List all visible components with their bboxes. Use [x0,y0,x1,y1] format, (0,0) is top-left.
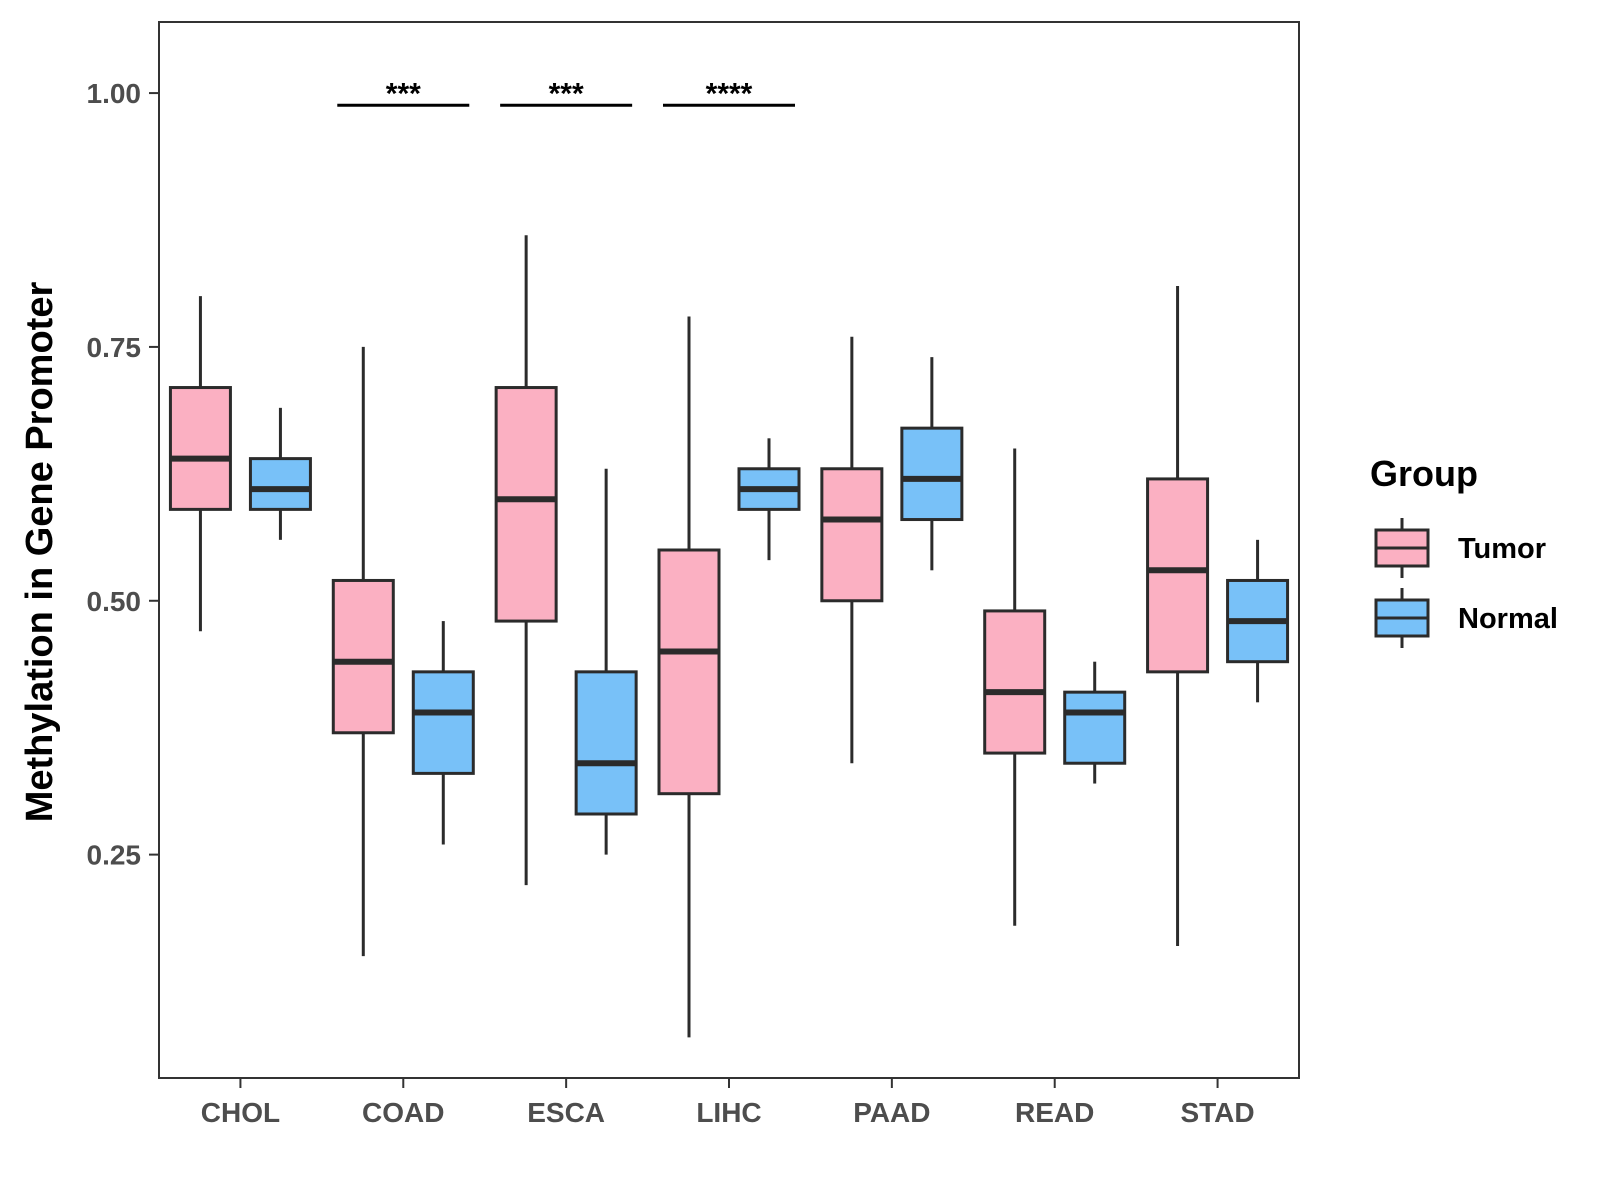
significance-label: **** [706,77,753,110]
box-normal-esca [574,468,638,855]
y-tick-label: 0.75 [87,332,142,363]
box-tumor-stad [1146,286,1210,946]
box-tumor-read [983,448,1047,926]
legend-label: Tumor [1458,533,1546,565]
y-tick-label: 1.00 [87,78,142,109]
box-body [1063,690,1127,765]
box-normal-read [1063,661,1127,784]
legend-label: Normal [1458,603,1558,635]
significance-label: *** [386,77,421,110]
box-body [168,386,232,511]
box-body [574,670,638,816]
box-body [820,467,884,603]
box-body [1146,477,1210,674]
x-tick-label: CHOL [201,1097,280,1128]
box-body [411,670,475,775]
x-tick-label: COAD [362,1097,444,1128]
box-body [248,457,312,511]
box-tumor-chol [168,296,232,632]
box-tumor-lihc [657,316,721,1038]
box-tumor-esca [494,235,558,886]
y-tick-label: 0.25 [87,840,142,871]
plot-area: *** *** **** [168,77,1290,1038]
axes: 0.25 0.50 0.75 1.00 CHOL COAD ESCA LIHC PAAD READ… [87,78,1255,1128]
box-tumor-paad [820,336,884,764]
box-normal-lihc [737,438,801,561]
box-normal-paad [900,357,964,571]
box-normal-coad [411,621,475,845]
x-tick-label: STAD [1180,1097,1254,1128]
x-tick-label: LIHC [696,1097,761,1128]
legend-title: Group [1370,453,1478,494]
box-normal-stad [1226,539,1290,703]
box-tumor-coad [331,346,395,957]
box-body [657,548,721,796]
y-axis-title: Methylation in Gene Promoter [19,282,61,823]
plot-panel-border [158,21,1300,1079]
box-normal-chol [248,407,312,540]
box-body [494,386,558,623]
box-body [900,426,964,522]
legend: Group Tumor Normal [1370,453,1558,648]
x-tick-label: READ [1015,1097,1094,1128]
significance-label: *** [549,77,584,110]
legend-item-tumor: Tumor [1374,518,1546,578]
box-body [331,578,395,735]
box-body [983,609,1047,755]
legend-item-normal: Normal [1374,588,1558,648]
x-tick-label: ESCA [527,1097,605,1128]
x-tick-label: PAAD [853,1097,930,1128]
y-tick-label: 0.50 [87,586,142,617]
